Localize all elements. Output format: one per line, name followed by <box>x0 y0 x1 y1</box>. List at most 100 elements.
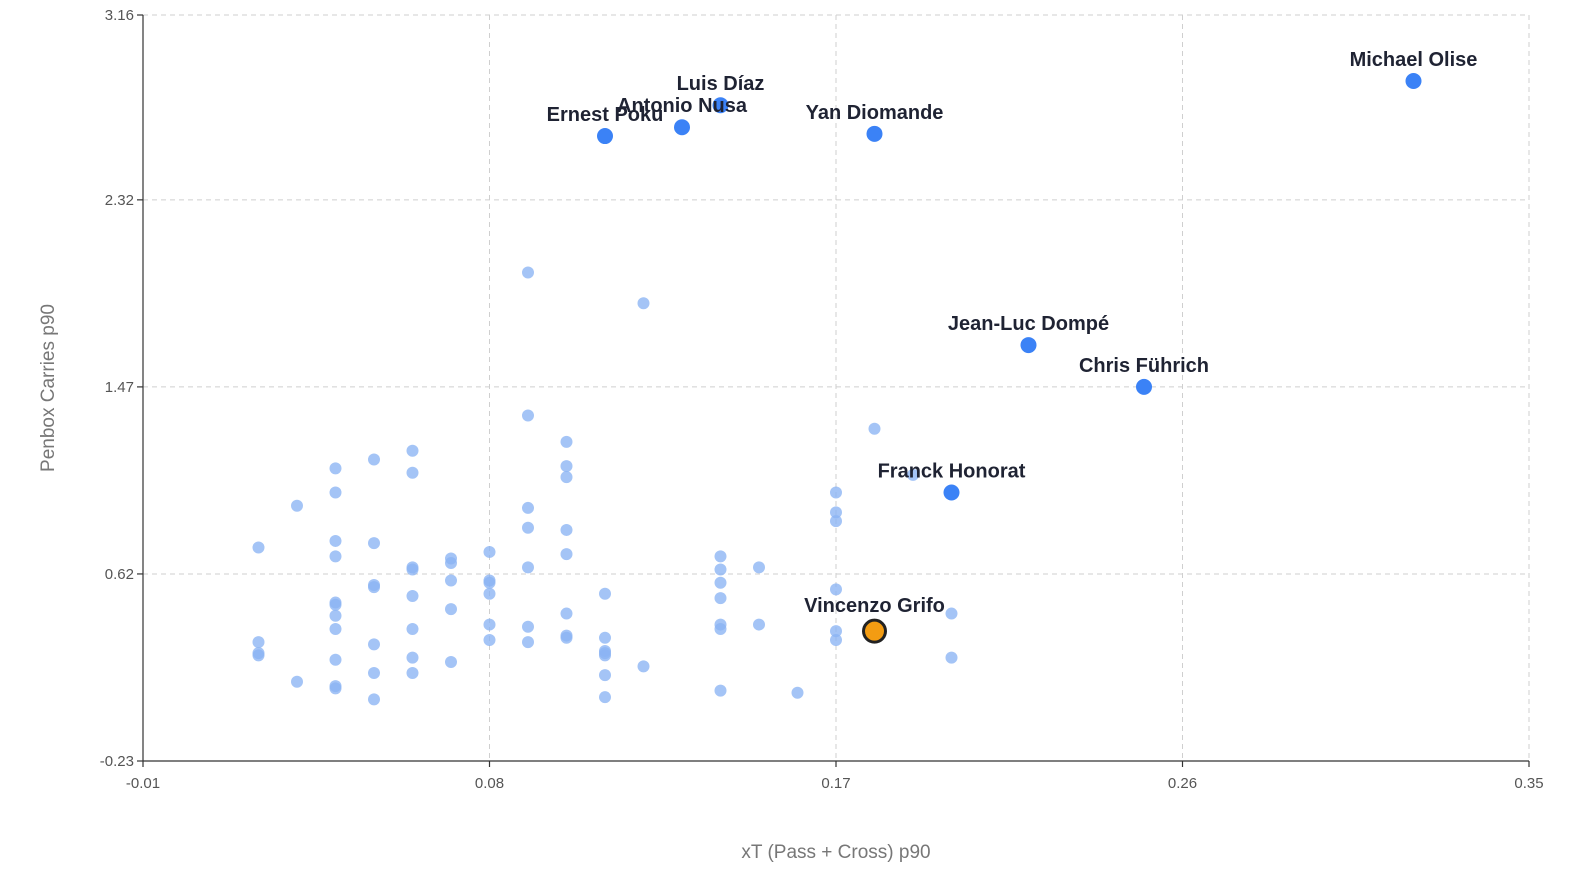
scatter-point[interactable] <box>445 603 457 616</box>
scatter-point[interactable] <box>560 523 573 536</box>
scatter-point[interactable] <box>406 622 419 635</box>
scatter-point[interactable] <box>560 631 573 644</box>
scatter-point[interactable] <box>406 666 419 679</box>
scatter-point[interactable] <box>714 622 727 635</box>
scatter-point[interactable] <box>329 534 342 547</box>
scatter-point[interactable] <box>830 625 842 638</box>
scatter-point[interactable] <box>406 444 419 457</box>
scatter-point[interactable] <box>252 636 265 649</box>
point-label: Michael Olise <box>1350 49 1478 71</box>
scatter-point[interactable] <box>329 598 342 611</box>
point-label: Yan Diomande <box>806 102 944 124</box>
scatter-point[interactable] <box>830 633 842 646</box>
scatter-point[interactable] <box>830 506 842 519</box>
scatter-point[interactable] <box>329 609 342 622</box>
scatter-point[interactable] <box>753 618 765 631</box>
scatter-point[interactable] <box>945 651 958 664</box>
y-tick-label: 1.47 <box>105 379 134 396</box>
point-label: Franck Honorat <box>878 461 1026 483</box>
scatter-point[interactable] <box>445 556 457 569</box>
scatter-point[interactable] <box>599 649 611 662</box>
scatter-point[interactable] <box>368 453 380 466</box>
highlight-point[interactable] <box>1136 378 1152 395</box>
highlight-point[interactable] <box>674 119 690 136</box>
scatter-point[interactable] <box>329 550 342 563</box>
scatter-point[interactable] <box>753 561 765 574</box>
scatter-point[interactable] <box>868 422 881 435</box>
scatter-point[interactable] <box>830 515 842 528</box>
scatter-point[interactable] <box>599 631 611 644</box>
highlight-point[interactable] <box>712 97 729 114</box>
scatter-point[interactable] <box>483 618 496 631</box>
scatter-point[interactable] <box>406 466 419 479</box>
scatter-point[interactable] <box>791 686 804 699</box>
scatter-point[interactable] <box>329 653 342 666</box>
scatter-point[interactable] <box>522 409 534 422</box>
scatter-point[interactable] <box>368 693 380 706</box>
scatter-point[interactable] <box>483 587 496 600</box>
scatter-point[interactable] <box>599 691 611 704</box>
scatter-point[interactable] <box>368 638 380 651</box>
scatter-point[interactable] <box>522 521 534 534</box>
highlight-point[interactable] <box>943 484 960 501</box>
scatter-point[interactable] <box>637 297 650 310</box>
scatter-point[interactable] <box>406 563 419 576</box>
focus-point-label: Vincenzo Grifo <box>804 595 945 617</box>
scatter-point[interactable] <box>445 655 457 668</box>
scatter-point[interactable] <box>522 501 534 514</box>
scatter-point[interactable] <box>329 682 342 695</box>
scatter-point[interactable] <box>522 636 534 649</box>
y-tick-label: 2.32 <box>105 192 134 209</box>
scatter-point[interactable] <box>560 460 573 473</box>
scatter-point[interactable] <box>329 486 342 499</box>
scatter-point[interactable] <box>252 649 265 662</box>
scatter-point[interactable] <box>252 541 265 554</box>
highlight-point[interactable] <box>597 128 613 145</box>
scatter-point[interactable] <box>637 660 650 673</box>
y-tick-label: -0.23 <box>100 753 134 770</box>
x-axis-label: xT (Pass + Cross) p90 <box>741 842 930 863</box>
scatter-point[interactable] <box>599 669 611 682</box>
scatter-point[interactable] <box>599 587 611 600</box>
scatter-point[interactable] <box>406 589 419 602</box>
scatter-point[interactable] <box>560 548 573 561</box>
scatter-point[interactable] <box>714 684 727 697</box>
scatter-point[interactable] <box>714 576 727 589</box>
x-tick-label: 0.08 <box>475 775 504 792</box>
scatter-point[interactable] <box>522 266 534 279</box>
scatter-point[interactable] <box>907 468 919 481</box>
scatter-point[interactable] <box>483 633 496 646</box>
scatter-point[interactable] <box>830 486 842 499</box>
x-tick-label: 0.17 <box>821 775 850 792</box>
scatter-point[interactable] <box>368 666 380 679</box>
scatter-point[interactable] <box>291 675 303 688</box>
focus-point[interactable] <box>862 618 887 644</box>
highlight-point[interactable] <box>1405 73 1422 90</box>
scatter-point[interactable] <box>714 592 727 605</box>
scatter-point[interactable] <box>560 607 573 620</box>
x-tick-label: -0.01 <box>126 775 160 792</box>
scatter-point[interactable] <box>445 574 457 587</box>
scatter-point[interactable] <box>329 622 342 635</box>
scatter-point[interactable] <box>291 499 303 512</box>
scatter-point[interactable] <box>945 607 958 620</box>
scatter-point[interactable] <box>714 550 727 563</box>
scatter-point[interactable] <box>329 462 342 475</box>
scatter-point[interactable] <box>368 537 380 550</box>
scatter-point[interactable] <box>830 583 842 596</box>
scatter-point[interactable] <box>406 651 419 664</box>
highlight-point[interactable] <box>866 125 883 142</box>
point-label: Chris Führich <box>1079 355 1209 377</box>
highlight-point[interactable] <box>1020 337 1037 354</box>
scatter-point[interactable] <box>522 561 534 574</box>
scatter-point[interactable] <box>368 581 380 594</box>
scatter-point[interactable] <box>483 545 496 558</box>
scatter-point[interactable] <box>714 563 727 576</box>
scatter-point[interactable] <box>560 471 573 484</box>
scatter-point[interactable] <box>483 576 496 589</box>
scatter-point[interactable] <box>522 620 534 633</box>
scatter-point[interactable] <box>560 435 573 448</box>
